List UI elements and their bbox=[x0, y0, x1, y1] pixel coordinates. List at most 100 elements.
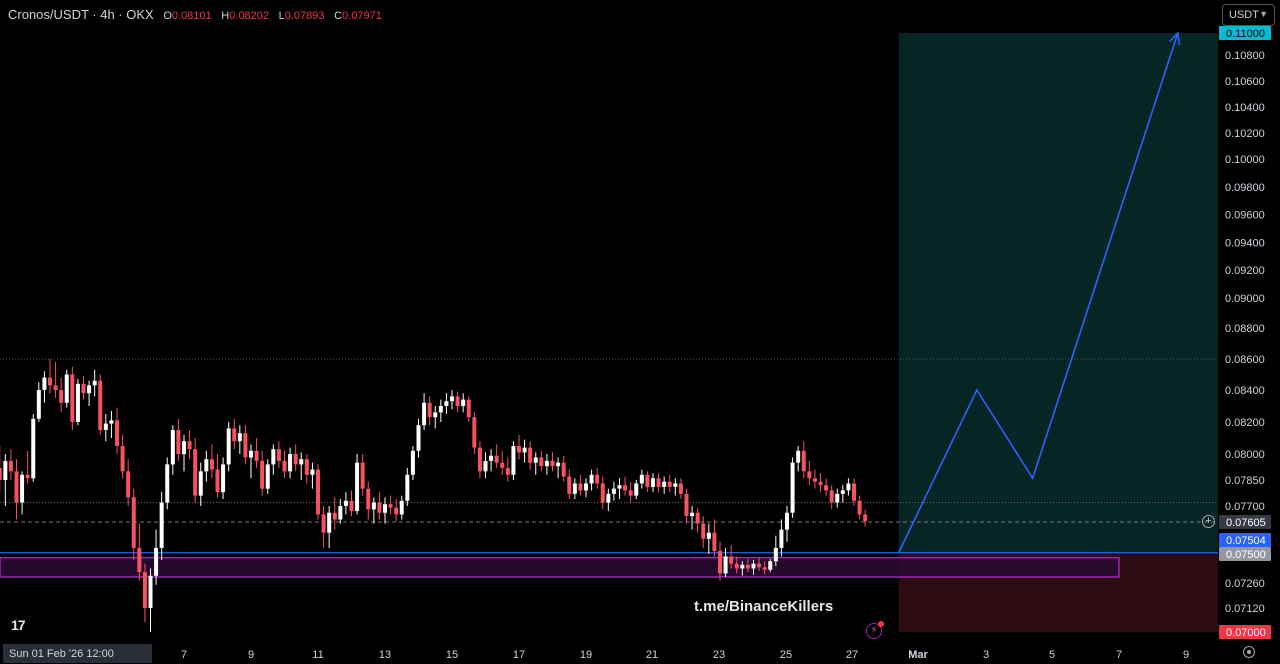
low-label: L bbox=[278, 10, 285, 22]
candle-127 bbox=[701, 516, 706, 548]
candle-16 bbox=[81, 376, 86, 400]
candle-42 bbox=[226, 422, 231, 472]
candle-body bbox=[690, 512, 695, 517]
candle-6 bbox=[25, 450, 30, 484]
candle-78 bbox=[427, 396, 432, 426]
candle-body bbox=[366, 488, 371, 510]
candle-53 bbox=[288, 447, 293, 479]
candle-117 bbox=[645, 471, 650, 493]
candle-body bbox=[310, 469, 315, 475]
candle-57 bbox=[310, 462, 315, 489]
candle-body bbox=[500, 462, 505, 468]
candle-body bbox=[544, 460, 549, 467]
candle-19 bbox=[98, 374, 103, 435]
candle-107 bbox=[589, 469, 594, 491]
tradingview-logo-icon[interactable]: 17 bbox=[11, 617, 26, 633]
candle-55 bbox=[299, 452, 304, 480]
candle-102 bbox=[561, 455, 566, 482]
candle-body bbox=[695, 512, 700, 524]
candle-body bbox=[740, 564, 745, 569]
candle-71 bbox=[388, 495, 393, 515]
candle-128 bbox=[706, 523, 711, 554]
candle-103 bbox=[567, 469, 572, 500]
candle-142 bbox=[785, 506, 789, 542]
candle-body bbox=[600, 483, 605, 503]
candle-85 bbox=[466, 396, 471, 422]
price-tick-label-11: 0.08600 bbox=[1225, 354, 1265, 366]
price-labels: 0.11000 0.07605 0.07500 0.07504 0.07000 bbox=[1219, 26, 1271, 639]
candle-148 bbox=[818, 473, 823, 493]
open-label: O bbox=[163, 10, 172, 22]
candle-body bbox=[617, 485, 622, 489]
candle-body bbox=[611, 488, 616, 494]
price-tick-label-8: 0.09200 bbox=[1225, 265, 1265, 277]
time-axis[interactable]: 7 9 11 13 15 17 19 21 23 25 27 Mar 3 5 7 9 bbox=[181, 649, 1189, 661]
candle-body bbox=[20, 474, 25, 503]
close-label: C bbox=[334, 10, 343, 22]
candle-body bbox=[115, 420, 119, 446]
last-price-label-bg bbox=[1219, 515, 1271, 529]
candle-98 bbox=[539, 450, 544, 472]
candle-45 bbox=[243, 425, 248, 465]
candle-body bbox=[249, 450, 253, 458]
candle-105 bbox=[578, 474, 583, 496]
price-tick-label-5: 0.09800 bbox=[1225, 182, 1265, 194]
candle-87 bbox=[477, 441, 482, 479]
candle-body bbox=[684, 493, 689, 517]
stop-price-label-bg bbox=[1219, 625, 1271, 639]
candle-28 bbox=[148, 568, 153, 632]
candle-40 bbox=[215, 454, 220, 498]
time-tick-label-5: 17 bbox=[513, 649, 525, 661]
currency-select[interactable]: USDT ▼ bbox=[1222, 4, 1275, 26]
candle-body bbox=[550, 460, 555, 467]
candle-body bbox=[472, 417, 477, 448]
candle-body bbox=[31, 418, 36, 479]
candle-86 bbox=[472, 412, 477, 454]
candle-135 bbox=[745, 558, 750, 573]
position-zones bbox=[0, 33, 1218, 632]
candle-body bbox=[734, 563, 739, 569]
candle-7 bbox=[31, 414, 36, 482]
candle-body bbox=[790, 462, 795, 513]
candle-29 bbox=[154, 529, 159, 585]
candle-body bbox=[801, 450, 806, 472]
price-axis[interactable]: 0.10800 0.10600 0.10400 0.10200 0.10000 0.098… bbox=[1218, 0, 1280, 664]
price-tick-label-2: 0.10400 bbox=[1225, 102, 1265, 114]
candle-15 bbox=[75, 379, 80, 426]
candle-8 bbox=[36, 382, 41, 422]
candle-body bbox=[98, 380, 103, 430]
date-readout: Sun 01 Feb '26 12:00 bbox=[3, 644, 152, 663]
candle-body bbox=[103, 423, 108, 430]
candle-91 bbox=[500, 450, 505, 475]
lightning-icon[interactable]: ⚡ bbox=[866, 621, 884, 639]
candle-13 bbox=[64, 369, 69, 408]
candle-body bbox=[483, 460, 488, 472]
watermark-text: t.me/BinanceKillers bbox=[694, 598, 834, 615]
time-tick-label-14: 7 bbox=[1116, 649, 1122, 661]
candle-body bbox=[840, 490, 845, 494]
candle-106 bbox=[584, 478, 588, 498]
candle-52 bbox=[282, 450, 287, 479]
candle-body bbox=[232, 428, 237, 442]
candle-body bbox=[639, 474, 644, 484]
candle-body bbox=[276, 449, 281, 461]
candle-body bbox=[561, 462, 566, 477]
candle-body bbox=[461, 399, 466, 406]
candle-43 bbox=[232, 418, 237, 450]
crosshair-plus-icon[interactable]: + bbox=[1202, 515, 1215, 528]
price-tick-label-14: 0.08000 bbox=[1225, 449, 1265, 461]
candle-body bbox=[75, 383, 80, 422]
high-value: 0.08202 bbox=[229, 10, 269, 22]
candle-body bbox=[254, 450, 259, 461]
candle-144 bbox=[796, 446, 801, 472]
candle-body bbox=[221, 464, 226, 493]
candle-33 bbox=[176, 418, 181, 461]
time-tick-label-7: 21 bbox=[646, 649, 658, 661]
candle-body bbox=[835, 493, 840, 503]
symbol-title[interactable]: Cronos/USDT · 4h · OKX bbox=[8, 7, 154, 22]
settings-icon[interactable] bbox=[1243, 646, 1255, 658]
candle-body bbox=[209, 459, 214, 470]
time-tick-label-6: 19 bbox=[580, 649, 592, 661]
candle-47 bbox=[254, 438, 259, 468]
